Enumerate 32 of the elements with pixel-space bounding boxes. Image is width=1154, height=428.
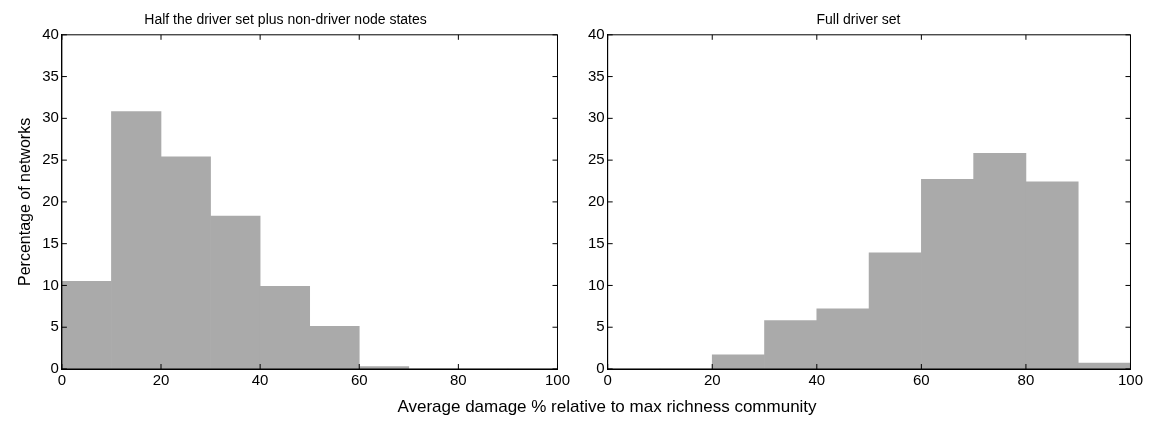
x-tick-label: 100 [1117, 371, 1143, 389]
x-tick-label: 60 [913, 371, 930, 389]
x-tick-label: 100 [544, 371, 570, 389]
x-tick-label: 80 [450, 371, 467, 389]
chart-title: Full driver set [816, 11, 901, 28]
x-tick-label: 80 [1017, 371, 1035, 389]
chart-title: Half the driver set plus non-driver node states [144, 11, 427, 28]
y-tick-label: 35 [588, 66, 605, 84]
y-tick-label: 10 [588, 275, 605, 293]
y-tick-label: 10 [42, 275, 59, 293]
x-tick-label: 40 [251, 371, 269, 389]
y-tick-label: 25 [42, 150, 59, 168]
x-tick-label: 60 [350, 371, 368, 389]
y-tick-label: 40 [588, 24, 605, 42]
x-axis-title: Average damage % relative to max richness community [396, 397, 818, 417]
y-tick-label: 30 [588, 108, 605, 126]
y-tick-label: 25 [588, 150, 605, 168]
y-tick-label: 0 [596, 359, 605, 377]
y-tick-label: 20 [588, 192, 605, 210]
y-tick-label: 20 [42, 192, 59, 210]
y-tick-label: 35 [42, 66, 59, 84]
y-tick-label: 40 [42, 24, 59, 42]
x-tick-label: 40 [808, 371, 826, 389]
y-tick-label: 5 [50, 317, 59, 335]
y-tick-label: 0 [50, 359, 59, 377]
y-tick-label: 30 [42, 108, 59, 126]
y-tick-label: 15 [42, 233, 59, 251]
y-axis-title: Percentage of networks [16, 117, 34, 286]
x-tick-label: 20 [152, 371, 170, 389]
y-tick-label: 15 [588, 233, 605, 251]
x-tick-label: 20 [703, 371, 721, 389]
y-tick-label: 5 [596, 317, 605, 335]
